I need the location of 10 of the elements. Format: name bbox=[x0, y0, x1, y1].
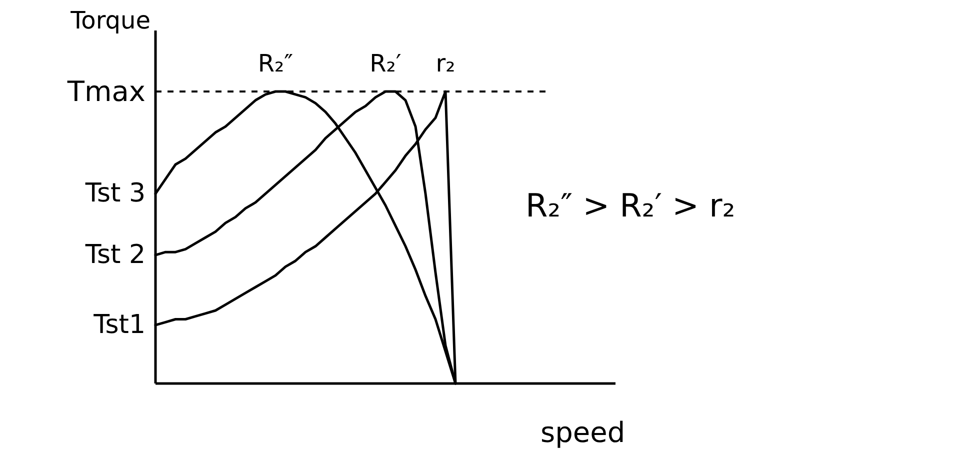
y-axis-title: Torque bbox=[70, 6, 150, 34]
text: R₂″ > R₂′ > r₂ bbox=[526, 186, 736, 224]
text: Tst1 bbox=[92, 310, 146, 340]
text: Tst 2 bbox=[84, 240, 146, 270]
text: Tst 3 bbox=[84, 178, 146, 209]
x-axis-title: speed bbox=[540, 416, 626, 449]
series-label: R₂′ bbox=[370, 50, 402, 78]
series-label: R₂″ bbox=[258, 50, 294, 78]
series-label: r₂ bbox=[436, 50, 456, 78]
ref-line-label: Tmax bbox=[66, 75, 146, 108]
